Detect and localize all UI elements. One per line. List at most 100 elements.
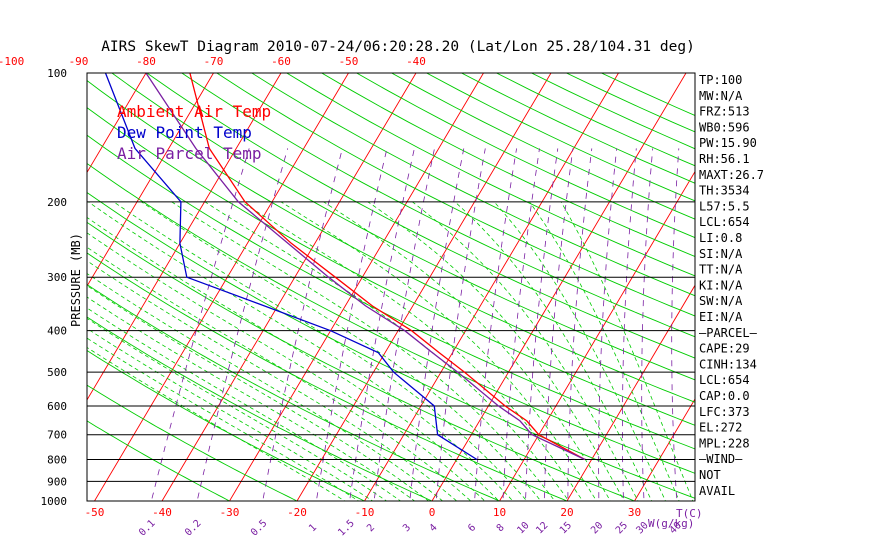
dry-adiabat-line	[87, 384, 299, 501]
moist-adiabat-line	[87, 317, 388, 501]
mixing-ratio-tick-label: 10	[515, 520, 531, 536]
isotherm-line	[229, 73, 484, 501]
dry-adiabat-line	[320, 73, 695, 258]
isotherm-line	[94, 73, 349, 501]
y-axis-title: PRESSURE (MB)	[69, 233, 83, 327]
dry-adiabat-line	[530, 73, 695, 150]
moist-adiabat-line	[560, 201, 694, 501]
moist-adiabat-line	[113, 201, 528, 501]
plot-frame	[86, 72, 696, 502]
series-line-ambient-air-temp	[189, 73, 586, 461]
mixing-ratio-tick-label: 2	[365, 522, 377, 534]
index-item: SW:N/A	[699, 294, 743, 308]
moist-adiabat-line	[323, 201, 611, 501]
legend-ambient-air-temp: Ambient Air Temp	[117, 102, 271, 121]
dry-adiabat-line	[87, 192, 695, 499]
moist-adiabat-line	[412, 201, 639, 501]
mixing-ratio-line	[622, 148, 637, 501]
dry-adiabat-line	[87, 420, 231, 501]
index-item: —WIND—	[699, 452, 743, 466]
moist-adiabat-line	[241, 201, 584, 501]
index-item: SI:N/A	[699, 247, 743, 261]
index-item: LCL:654	[699, 215, 750, 229]
index-item: CINH:134	[699, 357, 757, 371]
dry-adiabat-line	[285, 73, 695, 277]
dry-adiabat-line	[250, 73, 695, 297]
moist-adiabat-line	[171, 201, 556, 501]
mixing-ratio-unit: W(g/kg)	[648, 517, 694, 530]
mixing-ratio-tick-label: 8	[495, 522, 507, 534]
index-item: L57:5.5	[699, 199, 750, 213]
isotherm-line	[87, 73, 214, 288]
dry-adiabat-line	[87, 80, 695, 403]
dry-adiabat-line	[87, 283, 501, 501]
mixing-ratio-line	[543, 148, 574, 501]
dry-adiabat-line	[87, 134, 695, 450]
bottom-temp-tick-label: -50	[85, 506, 105, 519]
index-item: WB0:596	[699, 120, 750, 134]
dry-adiabat-line	[87, 349, 366, 501]
mixing-ratio-tick-label: 0.2	[183, 518, 204, 539]
index-item: LI:0.8	[699, 231, 742, 245]
mixing-ratio-tick-label: 0.1	[137, 518, 158, 539]
index-item: MPL:228	[699, 436, 750, 450]
bottom-temp-tick-label: 10	[493, 506, 506, 519]
index-item: RH:56.1	[699, 152, 750, 166]
pressure-tick-label: 200	[47, 196, 67, 209]
index-item: KI:N/A	[699, 278, 743, 292]
isotherm-line	[364, 73, 619, 501]
legend-dew-point-temp: Dew Point Temp	[117, 123, 252, 142]
dry-adiabat-line	[87, 162, 695, 474]
index-item: PW:15.90	[699, 136, 757, 150]
isotherm-line	[87, 73, 147, 174]
isotherm-line	[296, 73, 552, 501]
index-item: MAXT:26.7	[699, 168, 764, 182]
pressure-tick-label: 600	[47, 400, 67, 413]
bottom-temp-tick-label: 30	[628, 506, 641, 519]
moist-adiabat-line	[87, 346, 346, 501]
moist-adiabat-line	[87, 232, 486, 501]
top-temp-tick-label: -60	[271, 55, 291, 68]
dry-adiabat-line	[181, 73, 695, 338]
top-temp-tick-label: -100	[0, 55, 24, 68]
bottom-temp-tick-label: -30	[220, 506, 240, 519]
pressure-tick-label: 700	[47, 429, 67, 442]
isotherm-line	[634, 398, 695, 501]
index-item: CAPE:29	[699, 342, 750, 356]
moist-adiabat-line	[87, 246, 472, 501]
moist-adiabat-line	[87, 337, 360, 501]
chart-title: AIRS SkewT Diagram 2010-07-24/06:20:28.2…	[101, 39, 695, 55]
bottom-temp-tick-label: -40	[152, 506, 172, 519]
index-item: LFC:373	[699, 405, 750, 419]
mixing-ratio-tick-label: 1	[307, 522, 319, 534]
moist-adiabat-line	[87, 216, 500, 501]
series-line-dew-point-temp	[104, 73, 478, 461]
dry-adiabat-line	[215, 73, 695, 317]
mixing-ratio-tick-label: 6	[466, 522, 478, 534]
isotherm-line	[431, 73, 687, 501]
index-item: TH:3534	[699, 184, 750, 198]
dry-adiabat-line	[111, 73, 695, 381]
moist-adiabat-line	[87, 285, 430, 501]
isotherm-line	[499, 170, 695, 501]
pressure-tick-label: 100	[47, 67, 67, 80]
top-temp-tick-label: -50	[339, 55, 359, 68]
mixing-ratio-tick-label: 4	[428, 522, 440, 534]
isotherm-line	[837, 73, 870, 501]
index-item: CAP:0.0	[699, 389, 750, 403]
index-item: NOT	[699, 468, 721, 482]
legend-air-parcel-temp: Air Parcel Temp	[117, 144, 262, 163]
bottom-temp-tick-label: -10	[355, 506, 375, 519]
pressure-tick-label: 400	[47, 325, 67, 338]
pressure-tick-label: 800	[47, 454, 67, 467]
index-item: FRZ:513	[699, 105, 750, 119]
mixing-ratio-tick-label: 3	[401, 522, 413, 534]
mixing-ratio-tick-label: 15	[558, 520, 574, 536]
mixing-ratio-tick-label: 25	[614, 520, 630, 536]
top-temp-tick-label: -90	[69, 55, 89, 68]
pressure-tick-label: 300	[47, 271, 67, 284]
index-item: MW:N/A	[699, 89, 743, 103]
moist-adiabat-line	[493, 201, 666, 501]
